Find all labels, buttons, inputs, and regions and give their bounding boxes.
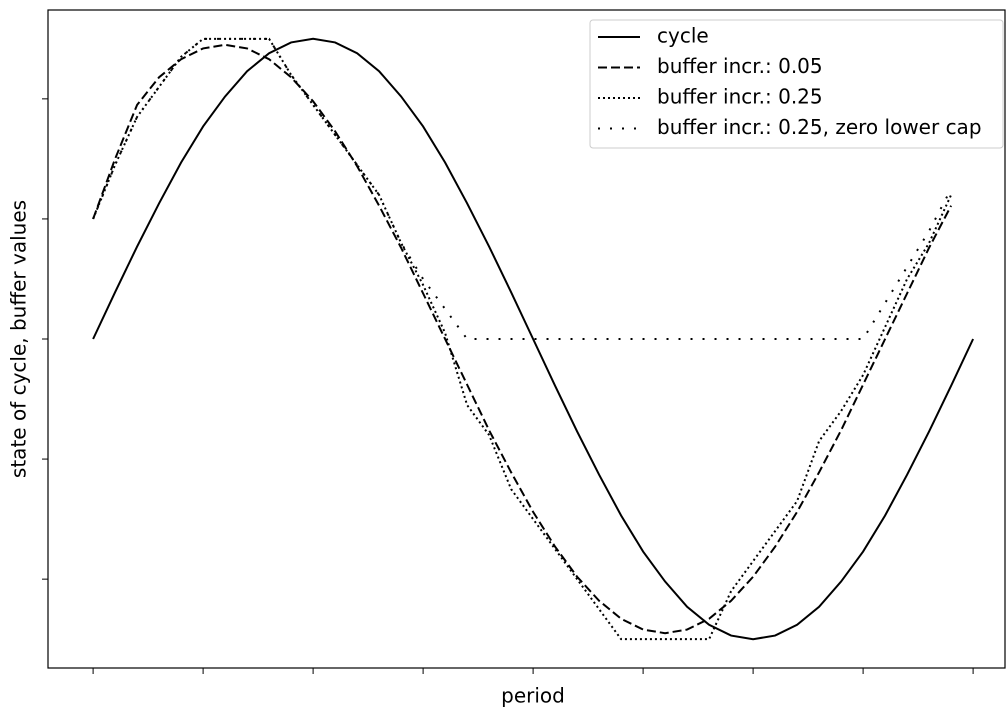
series-line — [92, 37, 975, 641]
x-axis-label: period — [501, 684, 565, 708]
legend-label: buffer incr.: 0.05 — [657, 54, 823, 78]
series-line — [92, 37, 953, 641]
legend-box — [589, 19, 1004, 149]
series-line — [92, 43, 952, 635]
legend-label: buffer incr.: 0.25, zero lower cap — [657, 115, 982, 139]
legend-label: cycle — [657, 24, 709, 48]
legend-label: buffer incr.: 0.25 — [657, 85, 823, 109]
y-axis-label: state of cycle, buffer values — [7, 200, 31, 478]
